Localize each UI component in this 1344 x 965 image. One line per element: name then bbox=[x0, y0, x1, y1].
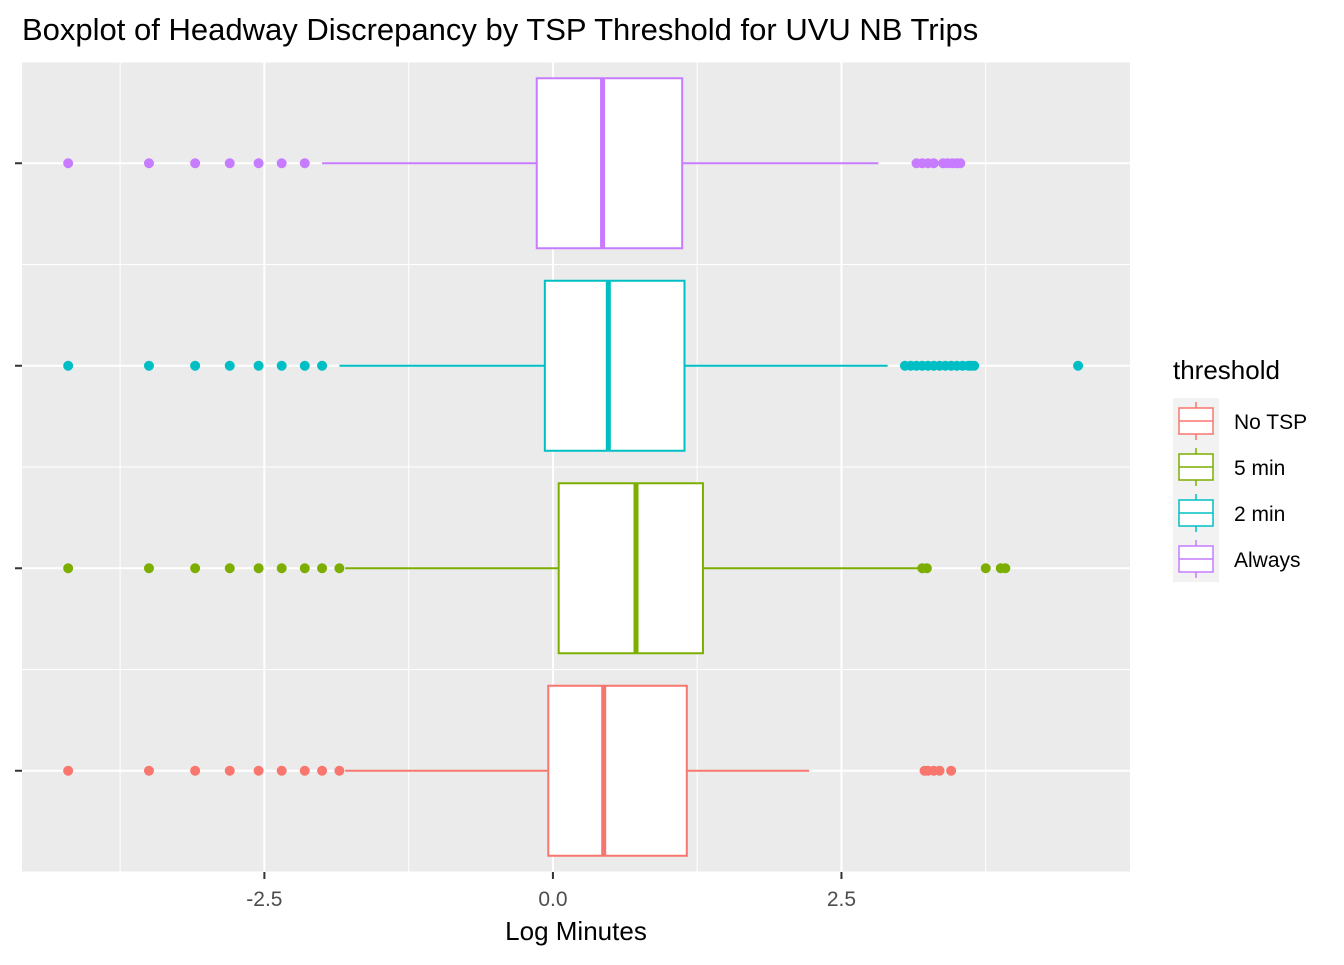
box-series bbox=[63, 77, 1084, 857]
outlier-point bbox=[317, 765, 328, 776]
outlier-point bbox=[253, 563, 264, 574]
legend-label: No TSP bbox=[1234, 411, 1307, 434]
x-axis-label: Log Minutes bbox=[505, 916, 647, 946]
x-tick-label: 2.5 bbox=[827, 888, 856, 911]
outlier-point bbox=[143, 563, 154, 574]
box bbox=[547, 684, 688, 857]
outlier-point bbox=[190, 360, 201, 371]
legend-item-always: Always bbox=[1173, 536, 1301, 582]
outlier-point bbox=[224, 158, 235, 169]
outlier-point bbox=[224, 765, 235, 776]
legend: threshold No TSP 5 min 2 min Always bbox=[1173, 355, 1307, 582]
x-axis: -2.5 0.0 2.5 bbox=[15, 162, 856, 911]
box bbox=[535, 77, 684, 250]
legend-item-no-tsp: No TSP bbox=[1173, 398, 1307, 444]
outlier-point bbox=[299, 360, 310, 371]
outlier-point bbox=[928, 158, 939, 169]
outlier-point bbox=[946, 765, 957, 776]
outlier-point bbox=[224, 360, 235, 371]
chart-title: Boxplot of Headway Discrepancy by TSP Th… bbox=[22, 12, 978, 47]
outlier-point bbox=[955, 158, 966, 169]
legend-item-5-min: 5 min bbox=[1173, 444, 1285, 490]
legend-label: 2 min bbox=[1234, 503, 1285, 526]
outlier-point bbox=[1073, 360, 1084, 371]
outlier-point bbox=[190, 563, 201, 574]
box-group-2-min bbox=[63, 279, 1084, 452]
box-group-no-tsp bbox=[63, 684, 957, 857]
box-group-always bbox=[63, 77, 966, 250]
outlier-point bbox=[299, 563, 310, 574]
outlier-point bbox=[143, 158, 154, 169]
outlier-point bbox=[143, 765, 154, 776]
outlier-point bbox=[934, 765, 945, 776]
outlier-point bbox=[143, 360, 154, 371]
outlier-point bbox=[190, 765, 201, 776]
outlier-point bbox=[63, 563, 74, 574]
legend-title: threshold bbox=[1173, 355, 1280, 385]
legend-label: 5 min bbox=[1234, 457, 1285, 480]
outlier-point bbox=[969, 360, 980, 371]
legend-item-2-min: 2 min bbox=[1173, 490, 1285, 536]
outlier-point bbox=[276, 360, 287, 371]
outlier-point bbox=[224, 563, 235, 574]
box bbox=[543, 279, 686, 452]
x-tick-label: 0.0 bbox=[538, 888, 567, 911]
outlier-point bbox=[299, 765, 310, 776]
box-group-5-min bbox=[63, 482, 1011, 655]
outlier-point bbox=[334, 765, 345, 776]
outlier-point bbox=[299, 158, 310, 169]
outlier-point bbox=[276, 158, 287, 169]
outlier-point bbox=[276, 563, 287, 574]
outlier-point bbox=[63, 765, 74, 776]
legend-label: Always bbox=[1234, 549, 1301, 572]
outlier-point bbox=[253, 765, 264, 776]
outlier-point bbox=[190, 158, 201, 169]
box bbox=[557, 482, 704, 655]
outlier-point bbox=[980, 563, 991, 574]
x-tick-label: -2.5 bbox=[246, 888, 282, 911]
outlier-point bbox=[1000, 563, 1011, 574]
outlier-point bbox=[253, 360, 264, 371]
outlier-point bbox=[317, 563, 328, 574]
outlier-point bbox=[63, 158, 74, 169]
outlier-point bbox=[334, 563, 345, 574]
outlier-point bbox=[317, 360, 328, 371]
outlier-point bbox=[276, 765, 287, 776]
outlier-point bbox=[63, 360, 74, 371]
outlier-point bbox=[921, 563, 932, 574]
outlier-point bbox=[253, 158, 264, 169]
